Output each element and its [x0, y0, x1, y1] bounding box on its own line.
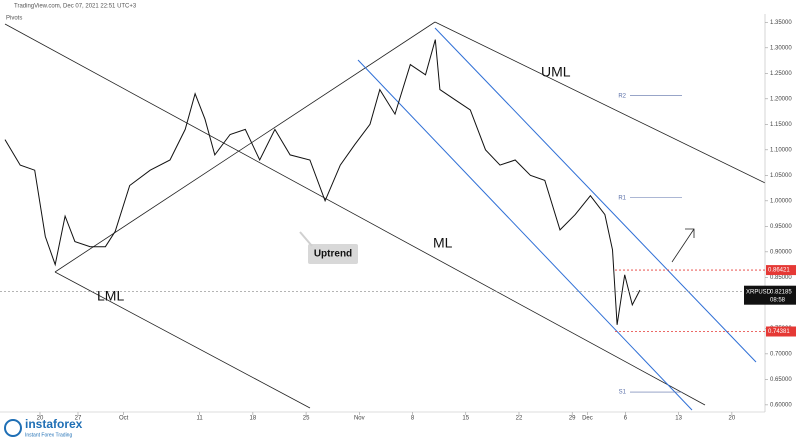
arrow [671, 228, 695, 263]
y-tick-label: 0.65000 [770, 377, 792, 383]
y-tick-label: 0.70000 [770, 351, 792, 357]
x-tick-label: 25 [303, 416, 310, 422]
y-tick-label: 0.90000 [770, 249, 792, 255]
pivot-label: R1 [618, 195, 626, 201]
pitchfork-handle [54, 21, 436, 273]
y-tick-label: 0.95000 [770, 224, 792, 230]
x-tick-label: 6 [624, 416, 628, 422]
price-line [4, 39, 641, 325]
channel-lower [357, 59, 693, 411]
x-tick-label: 15 [462, 416, 469, 422]
logo-name: instaforex [25, 417, 83, 431]
pivot-label: S1 [619, 390, 627, 396]
x-tick-label: 20 [37, 416, 44, 422]
y-tick-label: 1.15000 [770, 122, 792, 128]
x-tick-label: 29 [569, 416, 576, 422]
channel-upper [434, 27, 757, 363]
x-tick-label: 8 [411, 416, 415, 422]
y-tick-label: 0.85000 [770, 275, 792, 281]
pivot-label: R2 [618, 93, 626, 99]
x-tick-label: Dec [582, 416, 593, 422]
y-tick-label: 1.30000 [770, 45, 792, 51]
x-tick-label: 11 [197, 416, 204, 422]
x-tick-label: 20 [729, 416, 736, 422]
y-tick-label: 1.20000 [770, 96, 792, 102]
x-tick-label: 22 [516, 416, 523, 422]
last-price-tag [744, 285, 796, 305]
upper-median-line [434, 21, 800, 201]
level-tag [766, 326, 796, 337]
y-tick-label: 1.05000 [770, 173, 792, 179]
level-label: 0.74381 [768, 329, 790, 335]
countdown: 08:58 [770, 297, 786, 303]
y-tick-label: 0.60000 [770, 402, 792, 408]
level-tag [766, 265, 796, 276]
x-tick-label: Oct [119, 416, 129, 422]
last-price-label: 0.82185 [770, 289, 792, 295]
logo-icon [4, 419, 22, 437]
x-tick-label: 13 [675, 416, 682, 422]
ml-label: ML [433, 235, 453, 251]
median-line [4, 23, 706, 406]
logo-tagline: Instant Forex Trading [25, 432, 72, 438]
x-tick-label: Nov [354, 416, 365, 422]
uptrend-pointer [299, 231, 313, 247]
uptrend-label: Uptrend [314, 249, 352, 260]
x-tick-label: 27 [75, 416, 82, 422]
price-axis [765, 0, 800, 439]
level-label: 0.86421 [768, 268, 790, 274]
y-tick-label: 1.10000 [770, 147, 792, 153]
arrow-head [685, 228, 695, 238]
y-tick-label: 1.25000 [770, 71, 792, 77]
lower-median-line [54, 271, 311, 409]
header: TradingView.com, Dec 07, 2021 22:51 UTC+… [14, 4, 137, 10]
uml-label: UML [541, 64, 571, 80]
y-tick-label: 1.00000 [770, 198, 792, 204]
y-tick-label: 1.35000 [770, 20, 792, 26]
lml-label: LML [97, 288, 124, 304]
uptrend-box [308, 244, 358, 264]
last-price-symbol: XRPUSD [746, 289, 772, 295]
x-tick-label: 18 [250, 416, 257, 422]
indicator: Pivots [6, 16, 22, 22]
